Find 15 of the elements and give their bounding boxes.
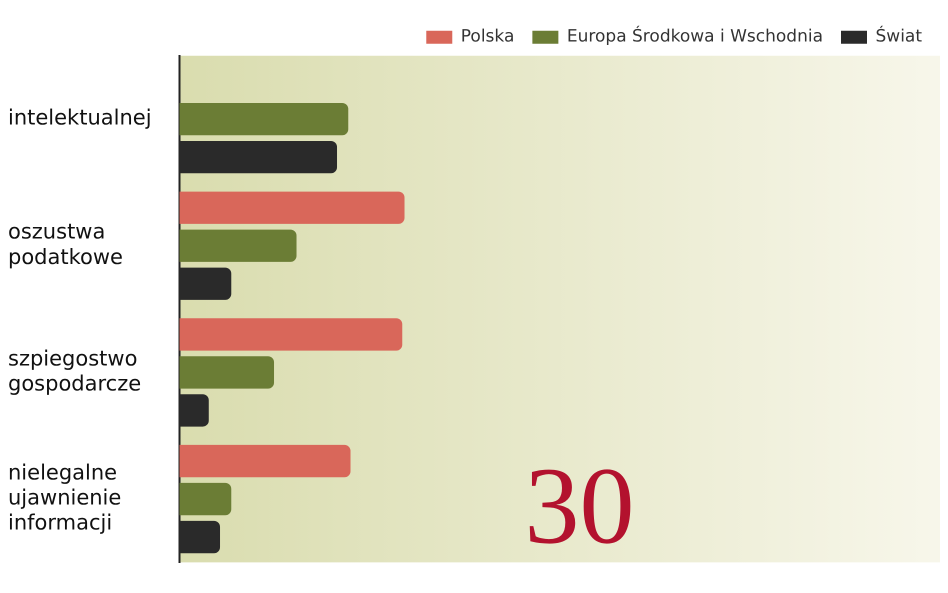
y-tick-label: oszustwa podatkowe	[8, 220, 123, 269]
bar	[180, 444, 351, 478]
legend-label: Polska	[460, 26, 514, 47]
bar	[180, 318, 402, 351]
y-tick-label: intelektualnej	[8, 106, 152, 130]
bar	[180, 356, 274, 389]
bar	[180, 482, 232, 516]
bar	[180, 192, 405, 224]
legend-label: Świat	[876, 26, 922, 47]
bar	[180, 102, 348, 136]
legend-label: Europa Środkowa i Wschodnia	[566, 26, 824, 47]
bar	[180, 230, 297, 262]
text: 30	[524, 444, 635, 566]
y-tick-label: szpiegostwo gospodarcze	[8, 346, 142, 396]
y-tick-label: nielegalne ujawnienie informacji	[8, 460, 122, 535]
